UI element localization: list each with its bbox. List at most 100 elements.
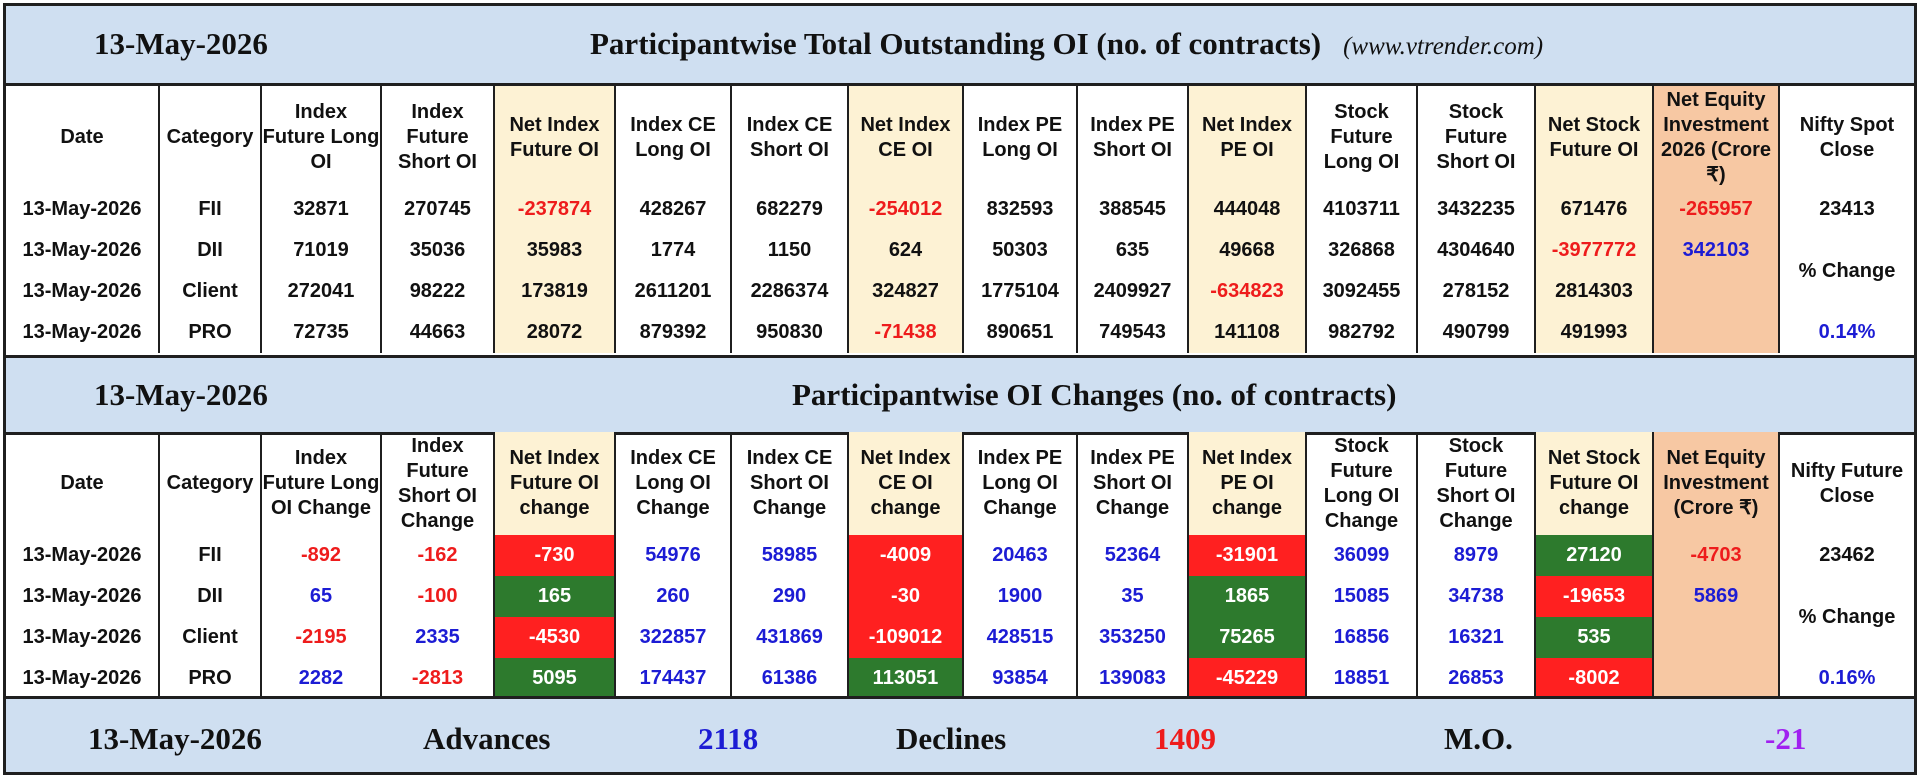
report-frame: { "colors": {"band":"#cfdff1","net_col":… xyxy=(3,3,1917,775)
oi-value-cell: 93854 xyxy=(962,658,1077,699)
table-row: 13-May-2026 PRO 2282 -2813 5095 174437 61386 11… xyxy=(6,658,1914,699)
oi-value-cell: -237874 xyxy=(493,189,615,230)
mo-value: -21 xyxy=(1765,721,1807,756)
oi-value-cell: 4304640 xyxy=(1416,230,1535,271)
oi-value-cell: 15085 xyxy=(1305,576,1417,617)
bottom-col-header-5: Index CE Long OI Change xyxy=(614,432,731,535)
oi-value-cell: 26853 xyxy=(1416,658,1535,699)
oi-value-cell: 52364 xyxy=(1076,535,1188,576)
oi-value-cell: 72735 xyxy=(260,312,381,353)
table-row: 13-May-2026 FII -892 -162 -730 54976 58985 -400… xyxy=(6,535,1914,576)
row-date: 13-May-2026 xyxy=(22,585,142,607)
row-category: FII xyxy=(158,535,261,576)
pct-change-value: 0.16% xyxy=(1778,658,1914,699)
pct-change-value: 0.14% xyxy=(1778,312,1914,353)
row-category: Client xyxy=(158,271,261,312)
oi-value-cell: 950830 xyxy=(730,312,848,353)
change-report-date: 13-May-2026 xyxy=(94,377,268,412)
row-category: DII xyxy=(158,230,261,271)
net-equity-cell: 342103 xyxy=(1652,230,1779,271)
oi-value-cell: -8002 xyxy=(1534,658,1653,699)
oi-value-cell: -162 xyxy=(380,535,494,576)
oi-value-cell: 20463 xyxy=(962,535,1077,576)
oi-value-cell: 4103711 xyxy=(1305,189,1417,230)
bottom-col-header-10: Net Index PE OI change xyxy=(1187,432,1306,535)
oi-change-header-row: Date Category Index Future Long OI Change I… xyxy=(6,432,1914,535)
top-col-header-1: Category xyxy=(158,86,261,189)
bottom-col-header-7: Net Index CE OI change xyxy=(847,432,963,535)
oi-changes-table: Date Category Index Future Long OI Change I… xyxy=(6,432,1914,699)
oi-value-cell: 1900 xyxy=(962,576,1077,617)
oi-value-cell: 832593 xyxy=(962,189,1077,230)
oi-value-cell: 749543 xyxy=(1076,312,1188,353)
bottom-col-header-1: Category xyxy=(158,432,261,535)
net-equity-cell xyxy=(1652,271,1779,312)
row-category: PRO xyxy=(158,658,261,699)
mo-label: M.O. xyxy=(1444,721,1513,756)
advances-value: 2118 xyxy=(698,721,759,756)
nifty-spot-close: 23413 xyxy=(1778,189,1914,230)
bottom-col-header-11: Stock Future Long OI Change xyxy=(1305,432,1417,535)
oi-value-cell: 353250 xyxy=(1076,617,1188,658)
oi-value-cell: -19653 xyxy=(1534,576,1653,617)
oi-value-cell: 388545 xyxy=(1076,189,1188,230)
oi-value-cell: 98222 xyxy=(380,271,494,312)
table-row: 13-May-2026 PRO 72735 44663 28072 879392 95083… xyxy=(6,312,1914,353)
bottom-col-header-15: Nifty Future Close xyxy=(1778,432,1914,535)
declines-label: Declines xyxy=(896,721,1007,756)
oi-value-cell: 16856 xyxy=(1305,617,1417,658)
oi-value-cell: 165 xyxy=(493,576,615,617)
oi-value-cell: 428267 xyxy=(614,189,731,230)
oi-value-cell: 272041 xyxy=(260,271,381,312)
oi-value-cell: 444048 xyxy=(1187,189,1306,230)
top-col-header-5: Index CE Long OI xyxy=(614,86,731,189)
row-date: 13-May-2026 xyxy=(22,667,142,689)
row-date: 13-May-2026 xyxy=(22,239,142,261)
oi-value-cell: 491993 xyxy=(1534,312,1653,353)
row-category: PRO xyxy=(158,312,261,353)
oi-value-cell: 3432235 xyxy=(1416,189,1535,230)
pct-change-label: % Change xyxy=(1778,230,1914,312)
bottom-col-header-4: Net Index Future OI change xyxy=(493,432,615,535)
oi-table-title: Participantwise Total Outstanding OI (no… xyxy=(590,26,1543,62)
oi-value-cell: 34738 xyxy=(1416,576,1535,617)
oi-change-header-band: 13-May-2026 Participantwise OI Changes (… xyxy=(6,355,1914,435)
oi-value-cell: -100 xyxy=(380,576,494,617)
source-website: (www.vtrender.com) xyxy=(1343,33,1544,60)
oi-value-cell: 71019 xyxy=(260,230,381,271)
top-col-header-13: Net Stock Future OI xyxy=(1534,86,1653,189)
net-equity-cell xyxy=(1652,312,1779,353)
row-date: 13-May-2026 xyxy=(22,626,142,648)
oi-value-cell: 44663 xyxy=(380,312,494,353)
oi-value-cell: 18851 xyxy=(1305,658,1417,699)
oi-value-cell: 54976 xyxy=(614,535,731,576)
oi-value-cell: 28072 xyxy=(493,312,615,353)
oi-value-cell: 322857 xyxy=(614,617,731,658)
bottom-col-header-14: Net Equity Investment (Crore ₹) xyxy=(1652,432,1779,535)
oi-value-cell: -254012 xyxy=(847,189,963,230)
declines-value: 1409 xyxy=(1154,721,1216,756)
row-category: DII xyxy=(158,576,261,617)
footer-date: 13-May-2026 xyxy=(88,721,262,756)
oi-value-cell: -730 xyxy=(493,535,615,576)
oi-value-cell: 50303 xyxy=(962,230,1077,271)
oi-value-cell: -4530 xyxy=(493,617,615,658)
oi-value-cell: 61386 xyxy=(730,658,848,699)
oi-value-cell: -31901 xyxy=(1187,535,1306,576)
bottom-col-header-12: Stock Future Short OI Change xyxy=(1416,432,1535,535)
oi-value-cell: 535 xyxy=(1534,617,1653,658)
oi-value-cell: 635 xyxy=(1076,230,1188,271)
oi-value-cell: 290 xyxy=(730,576,848,617)
oi-value-cell: 2335 xyxy=(380,617,494,658)
oi-value-cell: 35 xyxy=(1076,576,1188,617)
oi-value-cell: 141108 xyxy=(1187,312,1306,353)
top-col-header-10: Net Index PE OI xyxy=(1187,86,1306,189)
oi-value-cell: -4009 xyxy=(847,535,963,576)
oi-value-cell: 490799 xyxy=(1416,312,1535,353)
oi-table-title-text: Participantwise Total Outstanding OI (no… xyxy=(590,26,1322,61)
oi-value-cell: -30 xyxy=(847,576,963,617)
oi-value-cell: 3092455 xyxy=(1305,271,1417,312)
net-equity-cell xyxy=(1652,617,1779,658)
oi-value-cell: -634823 xyxy=(1187,271,1306,312)
oi-value-cell: 32871 xyxy=(260,189,381,230)
